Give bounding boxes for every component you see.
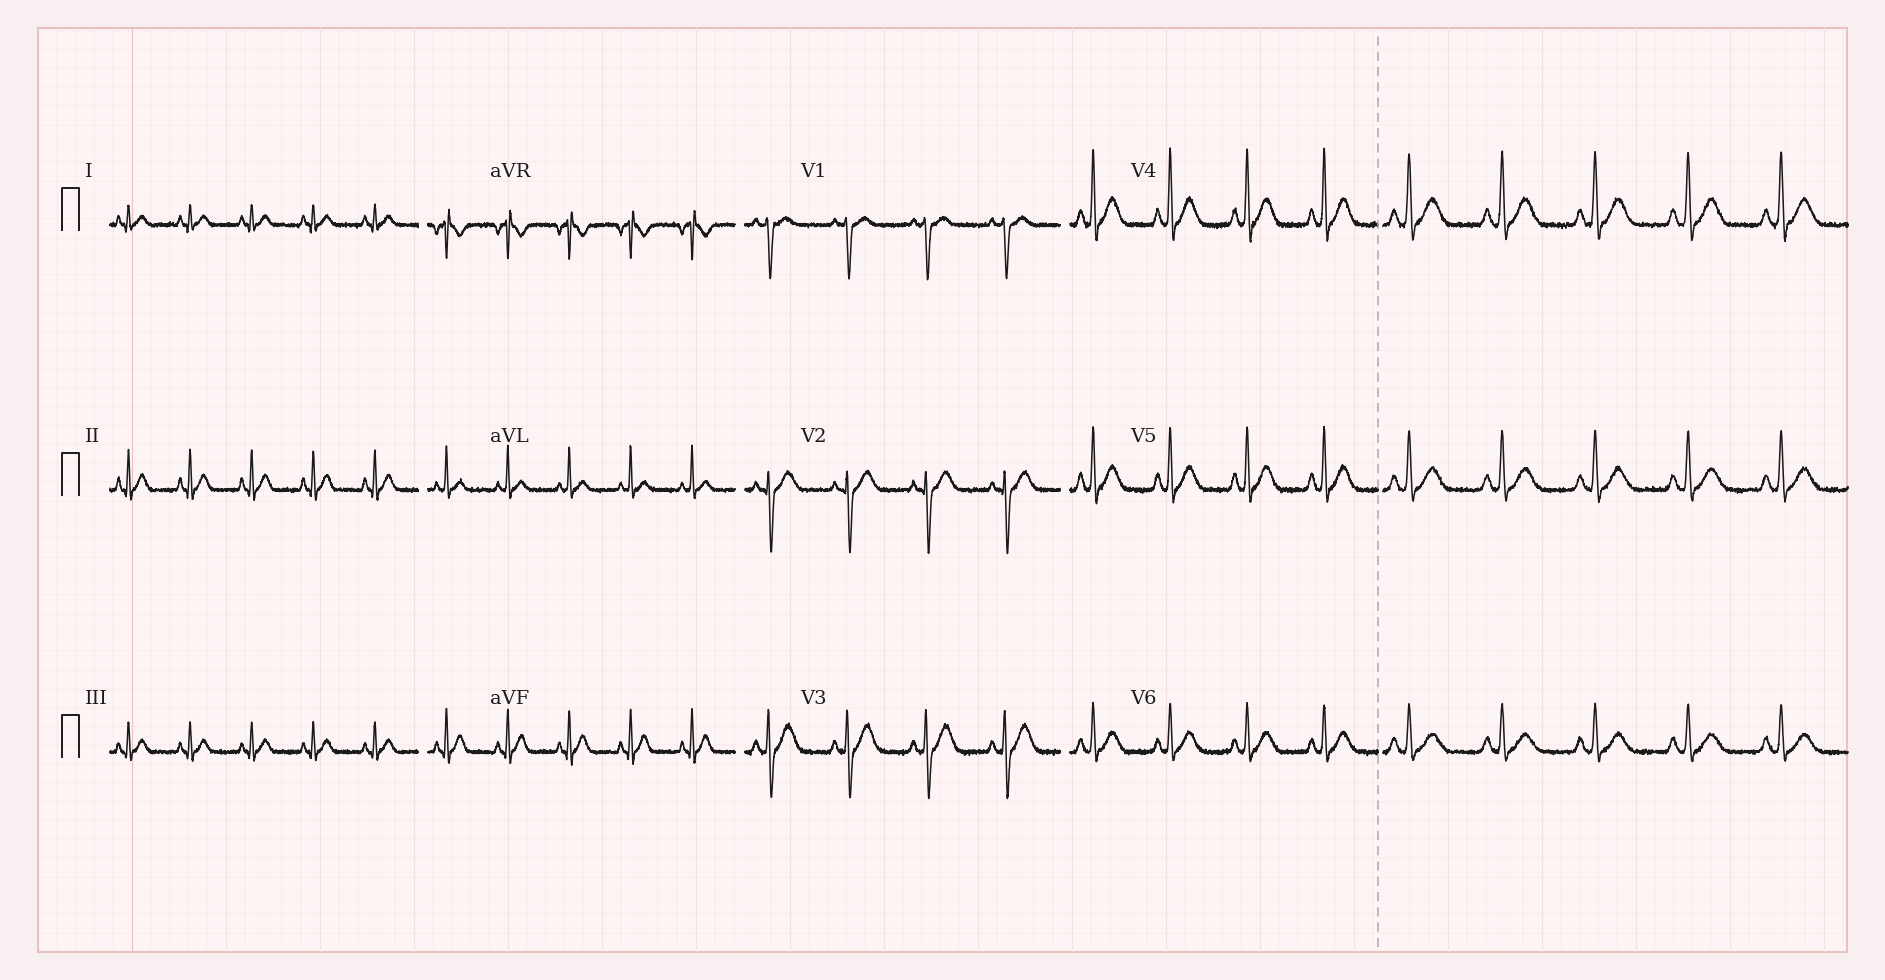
- Text: aVR: aVR: [490, 163, 530, 181]
- Text: aVF: aVF: [490, 690, 530, 708]
- Text: V3: V3: [799, 690, 828, 708]
- Text: II: II: [85, 428, 100, 446]
- Text: V5: V5: [1129, 428, 1157, 446]
- Text: V6: V6: [1129, 690, 1157, 708]
- Text: III: III: [85, 690, 107, 708]
- Text: V1: V1: [799, 163, 826, 181]
- Text: aVL: aVL: [490, 428, 530, 446]
- Text: V4: V4: [1129, 163, 1157, 181]
- Text: I: I: [85, 163, 92, 181]
- Text: V2: V2: [799, 428, 826, 446]
